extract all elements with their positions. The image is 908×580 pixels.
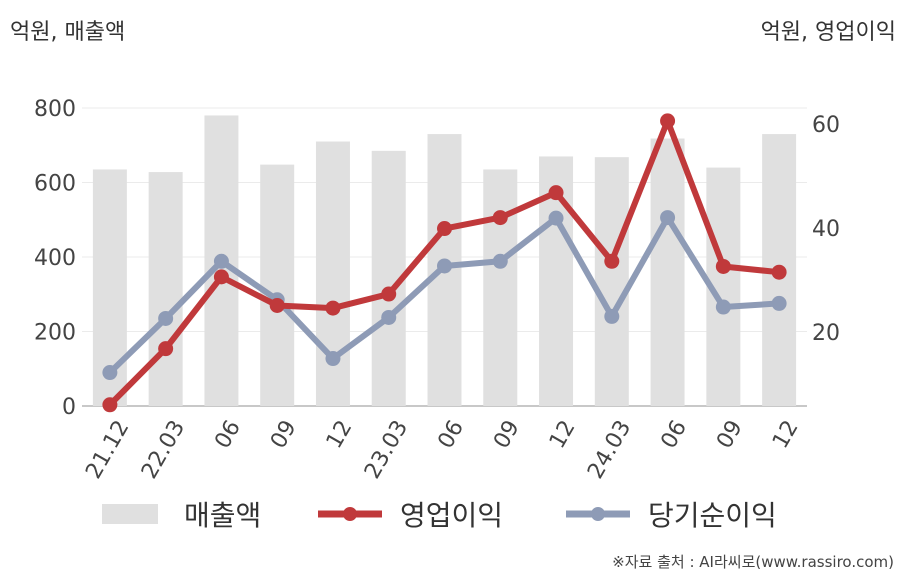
operating-profit-point [604,253,620,269]
operating-profit-point [213,269,229,285]
left-tick-label: 200 [34,321,76,346]
revenue-bar [315,141,350,406]
left-tick-label: 600 [34,172,76,197]
x-tick-label: 06 [656,416,692,453]
x-tick-label: 06 [210,416,246,453]
operating-profit-point [158,341,174,357]
legend-label-revenue: 매출액 [184,499,262,532]
right-tick-label: 20 [812,321,840,346]
net-income-point [325,351,341,367]
legend-swatch-operating-profit [318,507,382,521]
revenue-bar [260,164,295,406]
net-income-point [715,299,731,315]
source-note: ※자료 출처 : AI라씨로(www.rassiro.com) [612,553,894,571]
operating-profit-point [381,286,397,302]
right-axis-unit: 억원, 영업이익 [760,20,896,45]
net-income-point [158,310,174,326]
x-tick-label: 09 [266,416,302,453]
left-tick-label: 800 [34,97,76,122]
left-axis-ticks: 0 200 400 600 800 [34,97,76,420]
x-tick-label: 24.03 [583,416,636,483]
revenue-bar [650,138,685,407]
operating-profit-point [325,300,341,316]
operating-profit-point [492,210,508,226]
x-tick-label: 12 [768,416,804,453]
right-axis-ticks: 20 40 60 [812,113,840,346]
net-income-point [381,309,397,325]
x-tick-label: 12 [545,416,581,453]
legend-label-net-income: 당기순이익 [648,499,777,532]
operating-profit-point [771,264,787,280]
net-income-point [492,253,508,269]
legend-swatch-net-income [566,507,630,521]
operating-profit-point [660,113,676,129]
x-tick-label: 09 [489,416,525,453]
x-tick-label: 21.12 [81,416,134,483]
operating-profit-point [102,397,118,413]
x-tick-label: 06 [433,416,469,453]
net-income-point [548,210,564,226]
revenue-bar [483,169,518,406]
net-income-point [213,253,229,269]
legend-item-net-income: 당기순이익 [566,494,777,534]
revenue-bar [148,172,183,406]
operating-profit-point [437,221,452,237]
right-tick-label: 40 [812,217,840,242]
legend-item-revenue: 매출액 [102,494,261,534]
legend-item-operating-profit: 영업이익 [318,494,503,534]
profit-lines [102,113,787,413]
operating-profit-point [715,258,731,274]
left-tick-label: 0 [62,395,76,420]
left-tick-label: 400 [34,246,76,271]
net-income-point [660,210,676,226]
net-income-point [771,295,787,311]
legend: 매출액 영업이익 당기순이익 [0,494,908,534]
net-income-point [437,258,452,274]
revenue-bars [92,115,797,407]
net-income-point [102,365,118,381]
operating-profit-point [548,185,564,201]
x-axis-ticks: 21.12 22.03 06 09 12 23.03 06 09 12 24.03 06 09 12 [81,416,803,483]
x-tick-label: 09 [712,416,748,453]
x-tick-label: 12 [322,416,358,453]
operating-profit-point [269,297,285,313]
left-axis-unit: 억원, 매출액 [10,20,126,45]
x-tick-label: 22.03 [137,416,190,483]
revenue-bar [594,157,629,406]
legend-swatch-revenue [102,504,158,524]
legend-label-operating-profit: 영업이익 [400,499,504,532]
net-income-point [604,308,620,324]
right-tick-label: 60 [812,113,840,138]
x-tick-label: 23.03 [360,416,413,483]
